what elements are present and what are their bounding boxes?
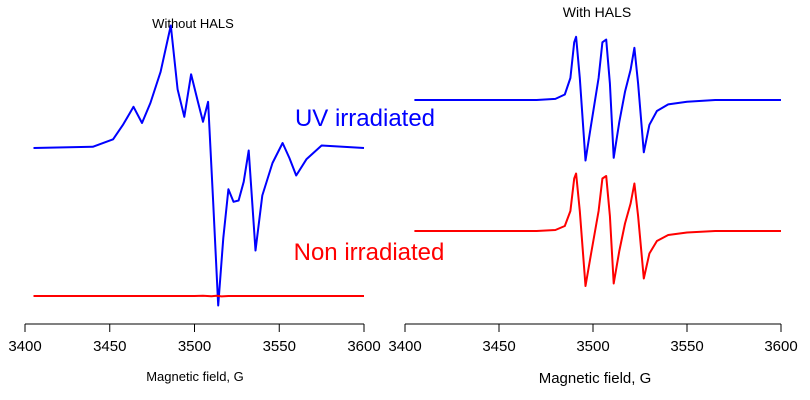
series-line-non-irradiated — [33, 294, 364, 298]
x-tick-label-3500: 3500 — [178, 338, 211, 355]
x-tick-label-3500: 3500 — [576, 338, 609, 355]
panel-without-hals: Without HALS 3400 3450 3500 3550 3600 Magnet… — [8, 16, 444, 384]
x-ticks: 3400 3450 3500 3550 3600 — [388, 324, 798, 355]
series-layer — [33, 24, 365, 307]
panel-with-hals: With HALS 3400 3450 3500 3550 3600 Magnetic … — [388, 4, 797, 387]
panel-title-without-hals: Without HALS — [152, 16, 234, 31]
series-line-uv-irradiated — [33, 24, 365, 307]
x-tick-label-3400: 3400 — [388, 338, 421, 355]
x-tick-label-3600: 3600 — [764, 338, 797, 355]
x-tick-label-3400: 3400 — [8, 338, 41, 355]
x-tick-label-3450: 3450 — [93, 338, 126, 355]
annotation-uv-irradiated: UV irradiated — [295, 105, 435, 132]
x-tick-label-3550: 3550 — [670, 338, 703, 355]
x-axis-label: Magnetic field, G — [539, 370, 652, 387]
x-tick-label-3600: 3600 — [347, 338, 380, 355]
panel-title-with-hals: With HALS — [563, 4, 631, 20]
series-layer — [414, 35, 781, 287]
x-ticks: 3400 3450 3500 3550 3600 — [8, 324, 381, 355]
annotation-non-irradiated: Non irradiated — [294, 239, 445, 266]
x-tick-label-3450: 3450 — [482, 338, 515, 355]
series-line-uv-irradiated — [414, 35, 781, 162]
x-tick-label-3550: 3550 — [263, 338, 296, 355]
series-line-non-irradiated — [414, 172, 781, 287]
x-axis-label: Magnetic field, G — [146, 369, 244, 384]
